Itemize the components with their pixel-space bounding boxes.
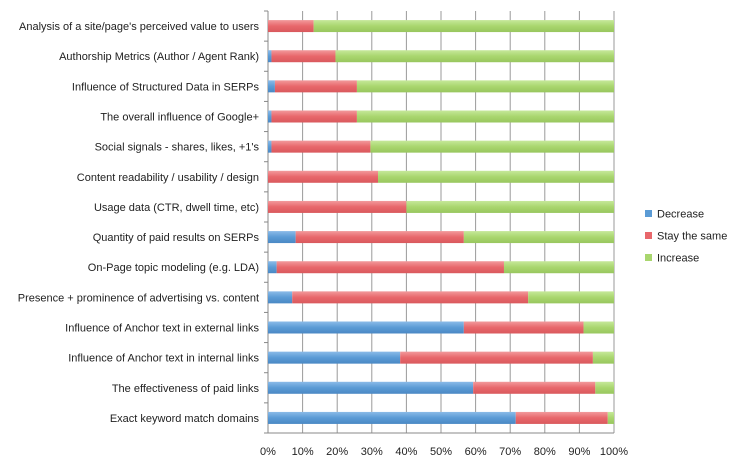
bar-stay-the-same [268,170,379,183]
legend-swatch [645,254,652,261]
bar-decrease [268,321,464,334]
bar-stay-the-same [400,351,593,364]
bar-stay-the-same [271,110,357,123]
legend-label: Increase [657,253,699,265]
bar-stay-the-same [276,261,504,274]
bar-stay-the-same [292,291,529,304]
bar-stay-the-same [268,20,314,33]
bar-stay-the-same [268,200,407,213]
bar-decrease [268,291,293,304]
bar-stay-the-same [274,80,357,93]
bar-decrease [268,411,516,424]
x-tick-label: 50% [430,446,452,458]
bar-decrease [268,50,272,63]
x-tick-label: 80% [534,446,556,458]
bar-decrease [268,261,277,274]
bar-increase [378,170,614,183]
bar-increase [463,231,614,244]
bar-increase [607,411,614,424]
category-label: Usage data (CTR, dwell time, etc) [94,202,259,214]
category-label: Influence of Anchor text in external lin… [65,323,259,335]
bar-decrease [268,140,272,153]
bar-stay-the-same [463,321,584,334]
category-label: On-Page topic modeling (e.g. LDA) [88,262,259,274]
bar-increase [406,200,614,213]
bar-stay-the-same [271,50,336,63]
bar-increase [356,110,614,123]
bar-decrease [268,351,401,364]
x-tick-label: 20% [326,446,348,458]
x-tick-label: 60% [465,446,487,458]
bar-stay-the-same [295,231,464,244]
bar-increase [595,381,614,394]
x-tick-label: 100% [600,446,628,458]
category-label: Exact keyword match domains [110,413,260,425]
category-label: Presence + prominence of advertising vs.… [18,292,259,304]
x-tick-label: 0% [260,446,276,458]
category-label: The effectiveness of paid links [112,383,260,395]
x-tick-label: 90% [568,446,590,458]
x-tick-label: 70% [499,446,521,458]
bar-increase [503,261,614,274]
bar-increase [335,50,614,63]
bar-decrease [268,231,296,244]
bar-decrease [268,80,275,93]
bar-stay-the-same [515,411,608,424]
legend-label: Decrease [657,209,704,221]
bar-increase [528,291,614,304]
category-label: The overall influence of Google+ [100,112,259,124]
category-label: Analysis of a site/page's perceived valu… [19,21,259,33]
bar-increase [583,321,614,334]
category-label: Quantity of paid results on SERPs [93,232,260,244]
legend-swatch [645,210,652,217]
legend-swatch [645,232,652,239]
bar-stay-the-same [271,140,371,153]
category-label: Content readability / usability / design [77,172,259,184]
bar-increase [356,80,614,93]
category-label: Influence of Anchor text in internal lin… [68,353,259,365]
category-label: Influence of Structured Data in SERPs [72,81,260,93]
category-label: Authorship Metrics (Author / Agent Rank) [59,51,259,63]
bar-stay-the-same [473,381,596,394]
bar-decrease [268,381,474,394]
x-tick-label: 30% [361,446,383,458]
legend-label: Stay the same [657,231,727,243]
bar-increase [592,351,614,364]
bar-increase [313,20,614,33]
x-tick-label: 10% [292,446,314,458]
bar-decrease [268,110,272,123]
x-tick-label: 40% [395,446,417,458]
category-label: Social signals - shares, likes, +1's [95,142,260,154]
bar-increase [370,140,614,153]
